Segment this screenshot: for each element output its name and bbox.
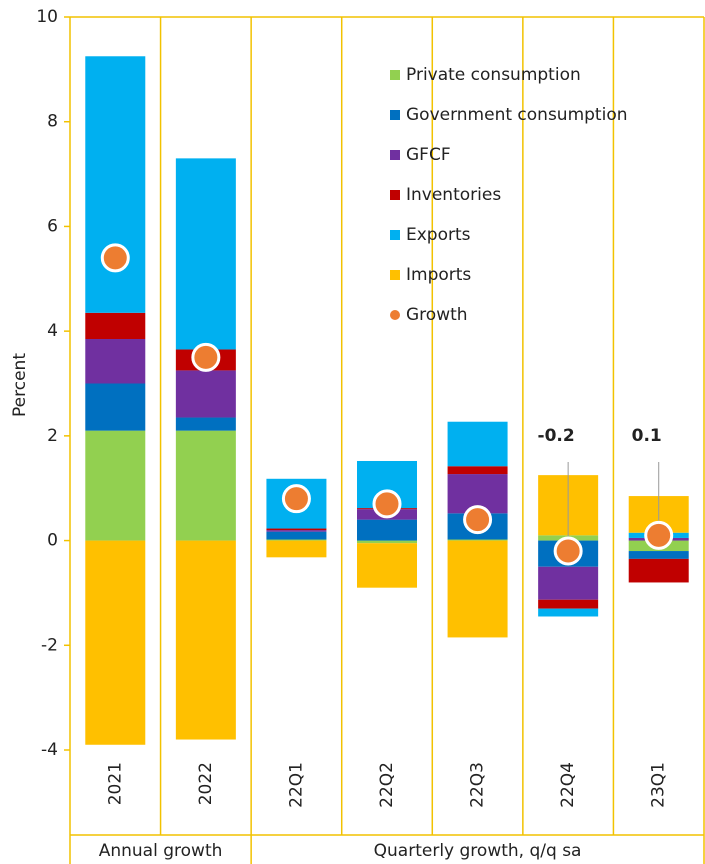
growth-dot [372, 489, 402, 519]
legend-label: Exports [406, 225, 471, 245]
x-tick-label: 23Q1 [649, 762, 669, 808]
x-tick-label: 22Q2 [377, 762, 397, 808]
growth-dot [100, 243, 130, 273]
legend-marker [390, 110, 400, 120]
bar-segment [266, 539, 327, 541]
bar-segment [357, 519, 417, 541]
bar-segment [357, 540, 417, 544]
growth-dot [644, 520, 674, 550]
bar-segment [175, 158, 236, 350]
bar-segment [357, 543, 417, 588]
legend-label: Growth [406, 305, 468, 325]
bar-segment [447, 539, 508, 541]
y-axis-title: Percent [10, 353, 30, 417]
y-tick-label: -2 [41, 635, 58, 655]
data-label: 0.1 [632, 426, 662, 446]
legend-label: Imports [406, 265, 471, 285]
bar-segment [266, 528, 327, 531]
bar-segment [175, 430, 236, 541]
y-tick-label: -4 [41, 740, 58, 760]
bar-segment [85, 540, 146, 745]
bar-segment [85, 338, 146, 384]
growth-dot [463, 505, 493, 535]
y-tick-label: 10 [36, 7, 58, 27]
y-tick-label: 2 [47, 426, 58, 446]
legend-label: Government consumption [406, 105, 628, 125]
bar-segment [538, 566, 599, 600]
legend-marker [390, 230, 400, 240]
bar-segment [175, 540, 236, 740]
bar-segment [538, 608, 599, 617]
x-tick-label: 22Q1 [286, 762, 306, 808]
data-label: -0.2 [538, 426, 575, 446]
legend-marker [390, 70, 400, 80]
legend-marker [390, 190, 400, 200]
group-label: Quarterly growth, q/q sa [374, 841, 582, 861]
bar-segment [175, 417, 236, 431]
growth-dot [553, 536, 583, 566]
bar-segment [85, 430, 146, 541]
bar-segment [85, 312, 146, 339]
y-tick-label: 4 [47, 321, 58, 341]
legend-label: Inventories [406, 185, 501, 205]
bar-segment [628, 551, 689, 559]
growth-dot [281, 484, 311, 514]
y-tick-label: 8 [47, 112, 58, 132]
y-tick-label: 0 [47, 531, 58, 551]
y-tick-label: 6 [47, 216, 58, 236]
bar-segment [266, 531, 327, 540]
x-tick-label: 22Q3 [468, 762, 488, 808]
bar-segment [538, 599, 599, 609]
legend-marker [390, 310, 400, 320]
x-tick-label: 2022 [196, 762, 216, 805]
bar-segment [266, 530, 327, 532]
bar-segment [447, 421, 508, 467]
bar-segment [447, 466, 508, 475]
bar-segment [628, 558, 689, 583]
growth-dot [191, 342, 221, 372]
bar-segment [447, 540, 508, 638]
legend-label: GFCF [406, 145, 451, 165]
bar-segment [85, 56, 146, 313]
legend-label: Private consumption [406, 65, 581, 85]
bar-segment [266, 540, 327, 558]
legend-marker [390, 150, 400, 160]
bar-segment [85, 383, 146, 431]
group-label: Annual growth [99, 841, 223, 861]
x-tick-label: 2021 [105, 762, 125, 805]
legend-marker [390, 270, 400, 280]
bar-segment [175, 370, 236, 418]
x-tick-label: 22Q4 [558, 762, 578, 808]
